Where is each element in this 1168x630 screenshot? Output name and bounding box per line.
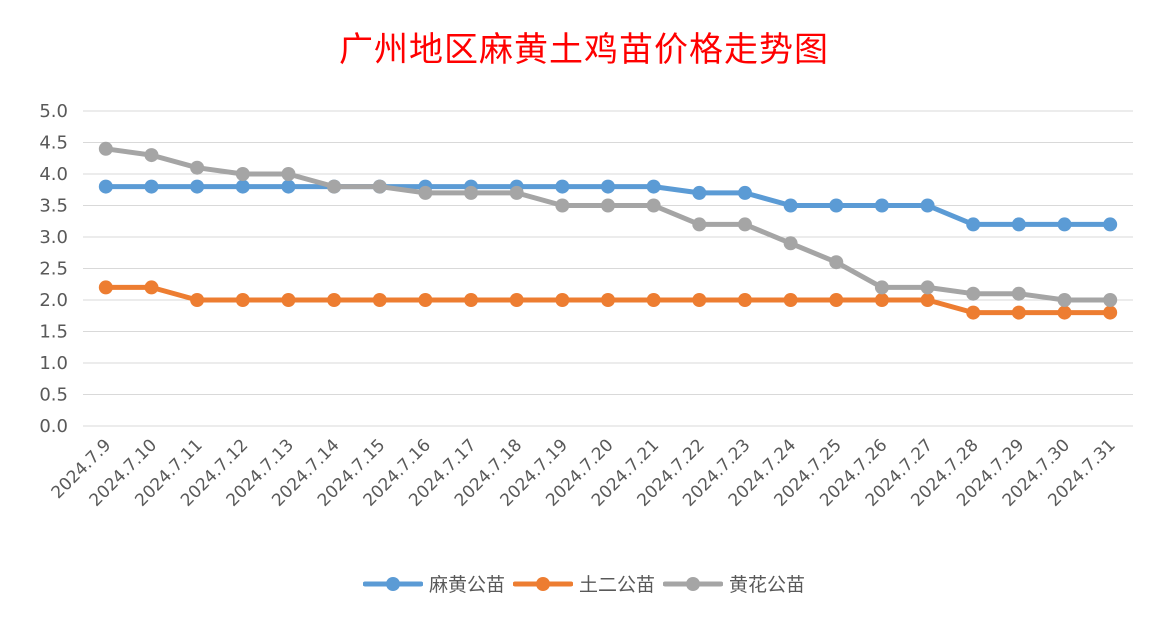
data-point (601, 198, 615, 213)
chart-title: 广州地区麻黄土鸡苗价格走势图 (339, 30, 829, 70)
data-point (1011, 286, 1026, 301)
data-point (966, 217, 981, 232)
series-2 (98, 280, 1118, 320)
data-point (737, 185, 752, 200)
data-point (920, 293, 935, 307)
data-point (1103, 217, 1118, 232)
data-point (692, 293, 707, 307)
data-point (509, 293, 524, 307)
data-point (1057, 217, 1072, 232)
data-point (235, 179, 250, 194)
data-point (601, 179, 615, 194)
data-point (144, 148, 159, 163)
data-point (98, 141, 113, 156)
data-point (190, 293, 205, 307)
data-point (509, 185, 524, 200)
y-tick-label: 1.0 (39, 353, 68, 374)
data-point (464, 185, 479, 200)
data-point (692, 217, 707, 232)
data-point (829, 255, 844, 270)
data-point (829, 293, 844, 307)
data-point (601, 293, 615, 307)
legend-label: 黄花公苗 (729, 574, 806, 596)
data-point (783, 236, 798, 251)
data-point (966, 286, 981, 301)
data-point (190, 179, 205, 194)
data-point (144, 179, 159, 194)
data-point (1011, 217, 1026, 232)
legend-swatch (512, 576, 573, 591)
data-point (829, 198, 844, 213)
legend-label: 土二公苗 (578, 574, 655, 596)
data-point (418, 185, 433, 200)
data-point (555, 198, 570, 213)
series-line (103, 146, 1113, 303)
data-point (874, 293, 889, 307)
data-point (372, 293, 387, 307)
y-tick-label: 2.0 (39, 290, 68, 311)
data-point (555, 179, 570, 194)
data-point (464, 293, 479, 307)
y-axis: 0.0 0.5 1.0 1.5 2.0 2.5 3.0 3.5 4.0 4.5 5.0 (39, 101, 68, 437)
data-point (144, 280, 159, 295)
data-point (235, 167, 250, 181)
legend-swatch (362, 576, 423, 591)
legend-item: 麻黄公苗 (362, 570, 505, 597)
series-layer (98, 141, 1118, 320)
data-point (281, 293, 296, 307)
legend-item: 黄花公苗 (663, 570, 805, 597)
y-tick-label: 0.0 (39, 416, 68, 437)
y-tick-label: 1.5 (39, 322, 68, 343)
data-point (235, 293, 250, 307)
data-point (372, 179, 387, 194)
data-point (1103, 293, 1118, 307)
data-point (1011, 305, 1026, 320)
y-tick-label: 3.0 (39, 227, 68, 248)
data-point (920, 198, 935, 213)
data-point (281, 167, 296, 181)
data-point (783, 198, 798, 213)
data-point (555, 293, 570, 307)
data-point (1057, 293, 1072, 307)
y-tick-label: 4.5 (39, 133, 68, 154)
y-tick-label: 3.5 (39, 196, 68, 217)
data-point (646, 198, 661, 213)
data-point (966, 305, 981, 320)
y-tick-label: 2.5 (39, 259, 68, 280)
data-point (646, 179, 661, 194)
data-point (737, 217, 752, 232)
legend-label: 麻黄公苗 (428, 574, 505, 596)
series-1 (98, 179, 1118, 232)
data-point (190, 160, 205, 175)
legend-swatch (663, 576, 723, 591)
data-point (874, 280, 889, 295)
data-point (281, 179, 296, 194)
legend: 麻黄公苗 土二公苗 黄花公苗 (0, 570, 1168, 597)
data-point (98, 280, 113, 295)
data-point (98, 179, 113, 194)
legend-item: 土二公苗 (512, 570, 655, 597)
data-point (327, 179, 342, 194)
data-point (1103, 305, 1118, 320)
x-axis: 2024.7.92024.7.102024.7.112024.7.122024.… (48, 435, 1120, 510)
data-point (920, 280, 935, 295)
grid-lines (83, 110, 1133, 427)
y-tick-label: 5.0 (39, 101, 68, 122)
data-point (692, 185, 707, 200)
series-3 (98, 141, 1118, 307)
y-tick-label: 4.0 (39, 164, 68, 185)
data-point (327, 293, 342, 307)
data-point (1057, 305, 1072, 320)
y-tick-label: 0.5 (39, 385, 68, 406)
data-point (646, 293, 661, 307)
data-point (783, 293, 798, 307)
data-point (737, 293, 752, 307)
data-point (418, 293, 433, 307)
data-point (874, 198, 889, 213)
